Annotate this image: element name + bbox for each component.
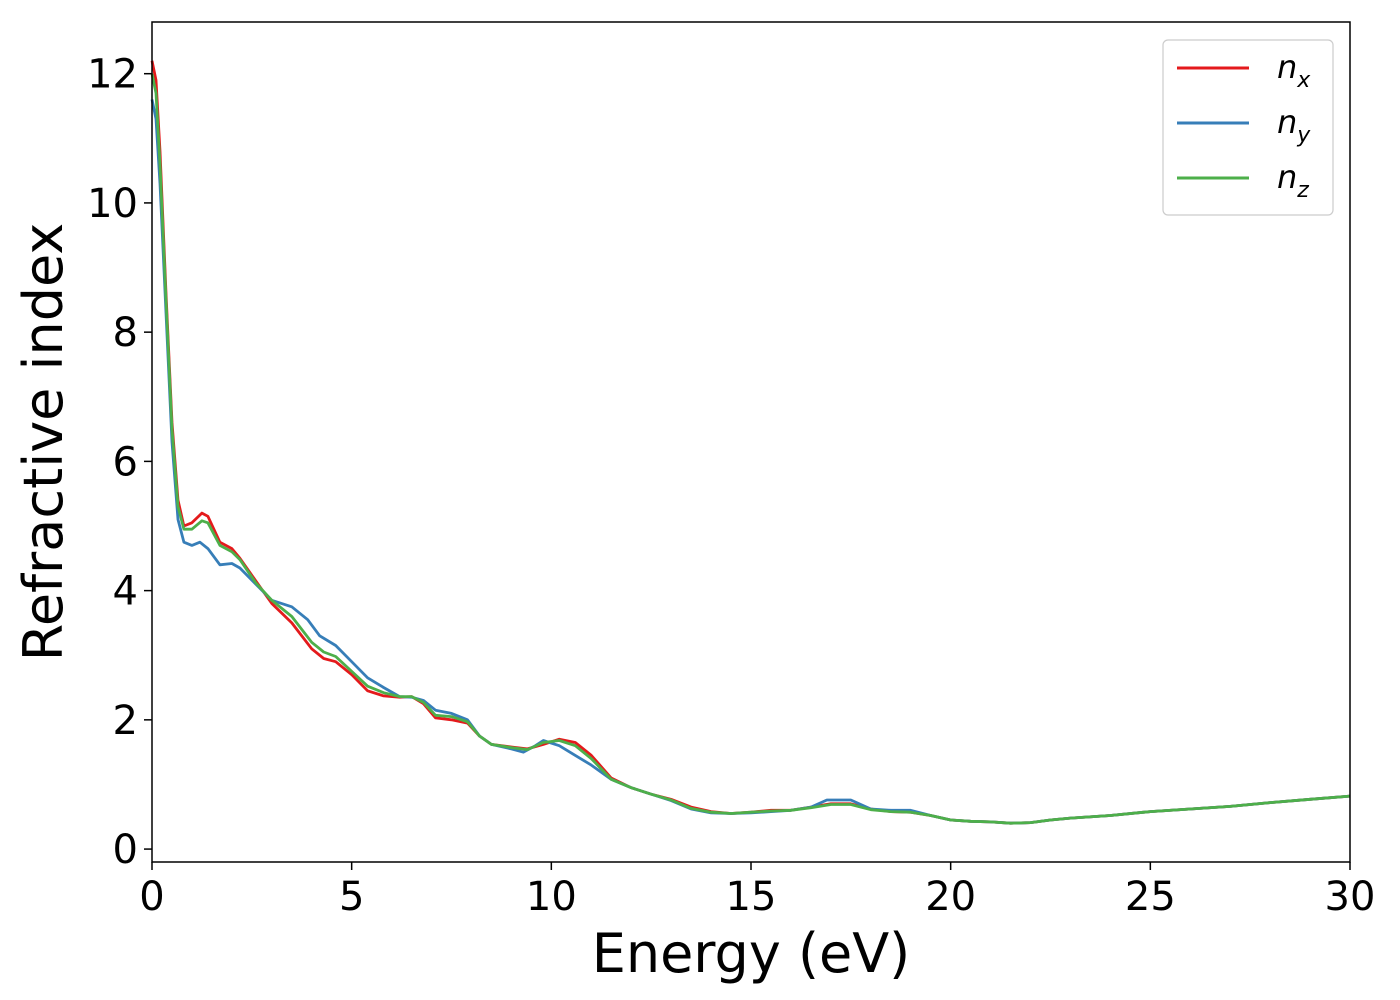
y-tick-label: 8: [113, 310, 138, 356]
y-tick-label: 4: [113, 569, 138, 615]
legend: nx ny nz: [1162, 39, 1334, 216]
legend-label-ny: ny: [1277, 103, 1311, 148]
ticks-layer: 0 5 10 15 20 25 30 0 2 4 6 8 10 12: [87, 52, 1375, 920]
legend-label-nx: nx: [1277, 48, 1311, 93]
x-tick-label: 20: [925, 874, 976, 920]
y-tick-label: 12: [87, 52, 138, 98]
y-axis-title: Refractive index: [12, 223, 75, 662]
x-tick-label: 25: [1125, 874, 1176, 920]
x-axis-title: Energy (eV): [592, 922, 911, 985]
y-tick-label: 10: [87, 181, 138, 227]
series-layer: [150, 60, 1351, 825]
legend-box: [1162, 39, 1334, 216]
x-tick-label: 0: [139, 874, 164, 920]
y-tick-label: 6: [113, 439, 138, 485]
y-tick-label: 2: [113, 698, 138, 744]
series-line-nz: [150, 73, 1351, 825]
x-tick-label: 15: [726, 874, 777, 920]
x-tick-label: 5: [339, 874, 364, 920]
legend-label-nz: nz: [1277, 158, 1309, 203]
x-tick-label: 30: [1325, 874, 1376, 920]
x-tick-label: 10: [526, 874, 577, 920]
y-tick-label: 0: [113, 827, 138, 873]
